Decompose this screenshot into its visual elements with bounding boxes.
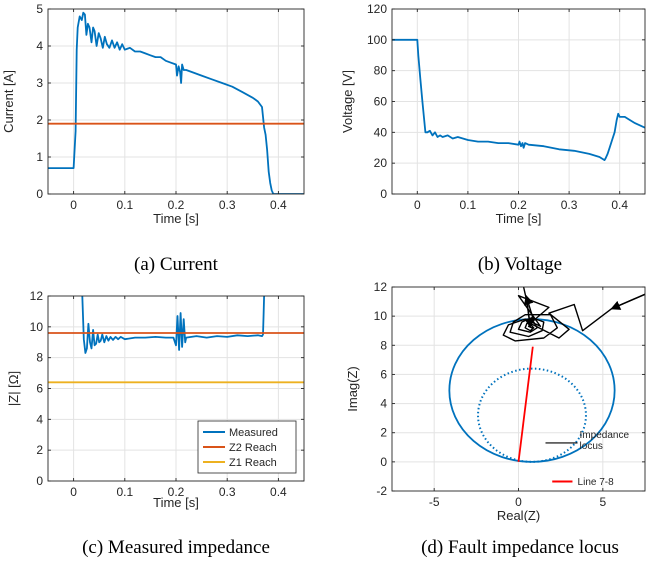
- annotation-impedance-locus: Impedance locus: [580, 430, 630, 452]
- y-tick-label: 0: [380, 455, 387, 469]
- data-layer: [48, 296, 304, 384]
- data-layer: [48, 11, 304, 194]
- x-tick-label: 0.3: [219, 198, 236, 212]
- chart-caption: (d) Fault impedance locus: [421, 537, 619, 558]
- chart-caption: (b) Voltage: [478, 254, 562, 275]
- x-tick-label: 5: [599, 495, 606, 509]
- x-tick-label: 0.1: [116, 485, 133, 499]
- y-axis-label: Imag(Z): [345, 366, 360, 412]
- x-tick-label: 0.2: [510, 198, 527, 212]
- y-tick-label: 2: [36, 113, 43, 127]
- chart-caption: (a) Current: [134, 254, 219, 275]
- x-tick-label: 0: [70, 198, 77, 212]
- x-tick-label: 0.4: [611, 198, 628, 212]
- x-tick-label: 0.4: [270, 485, 287, 499]
- chart-panel-a: 0 0.1 0.2 0.3 0.4 0 1 2 3 4 5 Time [s] Current [A] (a…: [1, 2, 305, 275]
- y-tick-label: 100: [367, 33, 387, 47]
- y-tick-label: 10: [374, 309, 388, 323]
- y-tick-label: 8: [380, 338, 387, 352]
- x-tick-label: -5: [429, 495, 440, 509]
- y-tick-label: 6: [36, 382, 43, 396]
- y-tick-label: 12: [374, 280, 388, 294]
- y-tick-label: 0: [36, 474, 43, 488]
- legend-box: [197, 420, 297, 474]
- x-tick-label: 0.3: [561, 198, 578, 212]
- legend-entry: Z1 Reach: [229, 457, 277, 469]
- data-layer: [392, 38, 645, 162]
- x-tick-label: 0.2: [168, 485, 185, 499]
- y-axis-label: Current [A]: [1, 70, 16, 133]
- chart-panel-b: 0 0.1 0.2 0.3 0.4 0 20 40 60 80 100 120 Time [s] Volt…: [340, 2, 646, 275]
- zone-circle-2: [477, 367, 587, 463]
- y-tick-label: 4: [36, 39, 43, 53]
- y-tick-label: 12: [30, 289, 44, 303]
- y-axis-label: |Z| [Ω]: [6, 371, 21, 406]
- locus-arrow-center: [524, 301, 535, 329]
- x-axis-label: Time [s]: [153, 211, 199, 226]
- x-tick-label: 0: [414, 198, 421, 212]
- y-tick-label: 0: [380, 187, 387, 201]
- x-tick-label: 0.4: [270, 198, 287, 212]
- locus-arrow-out: [523, 294, 535, 321]
- x-tick-label: 0.2: [168, 198, 185, 212]
- y-tick-label: 3: [36, 76, 43, 90]
- annotation-line-label: Line 7-8: [578, 477, 615, 488]
- x-tick-label: 0.1: [460, 198, 477, 212]
- chart-panel-c: 0 0.1 0.2 0.3 0.4 0 2 4 6 8 10 12 Time [s] |Z| [Ω] (c)…: [6, 289, 305, 558]
- y-tick-label: 20: [374, 156, 388, 170]
- y-tick-label: 2: [380, 426, 387, 440]
- x-axis-label: Real(Z): [497, 508, 540, 523]
- x-tick-label: 0: [70, 485, 77, 499]
- legend-entry: Measured: [229, 427, 278, 439]
- y-tick-label: 60: [374, 95, 388, 109]
- series-line-1: [392, 38, 645, 162]
- y-tick-label: 10: [30, 320, 44, 334]
- y-tick-label: 8: [36, 351, 43, 365]
- y-tick-label: 5: [36, 2, 43, 16]
- y-tick-label: 4: [36, 412, 43, 426]
- y-tick-label: 2: [36, 443, 43, 457]
- x-tick-label: 0.1: [116, 198, 133, 212]
- series-line-1: [81, 296, 265, 354]
- y-tick-label: 6: [380, 367, 387, 381]
- x-tick-label: 0.3: [219, 485, 236, 499]
- legend: Measured Z2 Reach Z1 Reach: [197, 420, 297, 474]
- series-line-1: [48, 11, 304, 194]
- chart-caption: (c) Measured impedance: [82, 537, 270, 558]
- y-tick-label: 1: [36, 150, 43, 164]
- legend-entry: Z2 Reach: [229, 442, 277, 454]
- data-layer: [448, 287, 645, 463]
- locus-arrow-in: [610, 293, 645, 310]
- y-tick-label: 40: [374, 125, 388, 139]
- y-tick-label: -2: [376, 484, 387, 498]
- x-axis-label: Time [s]: [496, 211, 542, 226]
- y-tick-label: 4: [380, 397, 387, 411]
- y-tick-label: 0: [36, 187, 43, 201]
- y-tick-label: 120: [367, 2, 387, 16]
- y-axis-label: Voltage [V]: [340, 70, 355, 133]
- chart-panel-d: -5 0 5 -2 0 2 4 6 8 10 12 Real(Z) Imag(Z) (d) Fault i…: [345, 280, 646, 558]
- y-tick-label: 80: [374, 64, 388, 78]
- x-tick-label: 0: [515, 495, 522, 509]
- series-line-1: [517, 346, 534, 463]
- x-axis-label: Time [s]: [153, 495, 199, 510]
